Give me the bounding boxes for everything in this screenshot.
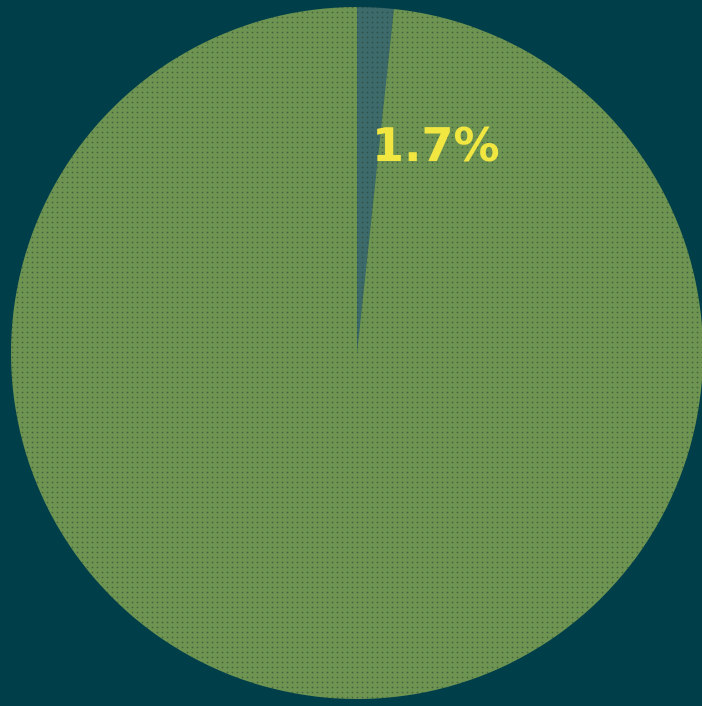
pie-slice-1 xyxy=(11,7,702,699)
pie-slice-0 xyxy=(357,7,394,353)
slice-label-0: 1.7% xyxy=(372,118,500,172)
pie-slice-texture-0 xyxy=(357,7,394,353)
pie-slice-texture-1 xyxy=(11,7,702,699)
slice-labels: 1.7% xyxy=(372,118,500,172)
pie-slices xyxy=(11,7,702,699)
